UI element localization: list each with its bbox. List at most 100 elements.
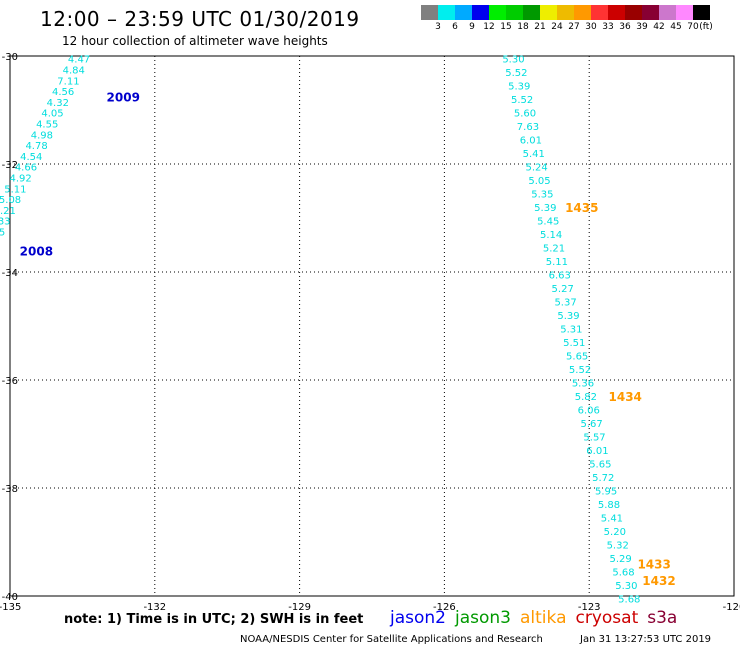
x-tick-label: -132 [143, 602, 166, 613]
wave-height-value: 4.32 [47, 98, 69, 109]
color-legend [421, 5, 710, 20]
wave-height-value: 6.01 [586, 446, 608, 457]
time-label: 2008 [20, 244, 53, 258]
wave-height-value: 5.52 [569, 365, 591, 376]
wave-height-value: 5.52 [505, 68, 527, 79]
wave-height-value: 5.08 [0, 195, 21, 206]
chart-title: 12:00 – 23:59 UTC 01/30/2019 [40, 7, 360, 31]
legend-label: (ft) [699, 22, 713, 32]
legend-swatch [506, 5, 523, 20]
legend-label: 30 [585, 22, 597, 32]
legend-label: 33 [602, 22, 614, 32]
wave-height-value: 5.39 [557, 311, 579, 322]
wave-height-value: 5.30 [502, 55, 524, 66]
legend-label: 21 [534, 22, 546, 32]
wave-height-value: 7.63 [517, 122, 539, 133]
x-tick-label: -123 [578, 602, 601, 613]
wave-height-value: 4.95 [0, 228, 5, 239]
wave-height-value: 5.41 [601, 514, 623, 525]
wave-height-value: 5.60 [514, 109, 536, 120]
wave-height-value: 5.32 [607, 541, 629, 552]
x-tick-label: -135 [0, 602, 21, 613]
wave-height-value: 6.01 [520, 136, 542, 147]
legend-swatch [438, 5, 455, 20]
legend-swatch [540, 5, 557, 20]
x-tick-label: -126 [433, 602, 456, 613]
wave-height-value: 5.27 [552, 284, 574, 295]
legend-label: 42 [653, 22, 665, 32]
wave-height-value: 5.24 [525, 163, 547, 174]
credit-text: NOAA/NESDIS Center for Satellite Applica… [240, 634, 543, 645]
time-label: 1433 [637, 558, 670, 572]
plot-frame [9, 55, 735, 597]
legend-swatch [676, 5, 693, 20]
wave-height-value: 5.37 [554, 298, 576, 309]
legend-label: 18 [517, 22, 529, 32]
y-tick-label: -34 [2, 268, 18, 279]
wave-height-value: 4.47 [68, 55, 90, 66]
footer-note: note: 1) Time is in UTC; 2) SWH is in fe… [64, 612, 364, 627]
wave-height-value: 4.66 [15, 163, 37, 174]
legend-label: 36 [619, 22, 631, 32]
chart-subtitle: 12 hour collection of altimeter wave hei… [62, 34, 328, 48]
legend-label: 15 [500, 22, 512, 32]
wave-height-value: 5.45 [537, 217, 559, 228]
wave-height-value: 4.98 [31, 130, 53, 141]
legend-label: 39 [636, 22, 648, 32]
wave-height-value: 4.92 [10, 174, 32, 185]
wave-height-value: 5.88 [598, 500, 620, 511]
wave-height-value: 4.56 [52, 87, 74, 98]
satellite-legend: jason2 jason3 altika cryosat s3a [390, 608, 686, 628]
y-tick-label: -36 [2, 376, 18, 387]
legend-label: 3 [435, 22, 441, 32]
legend-swatch [608, 5, 625, 20]
wave-height-value: 5.30 [615, 581, 637, 592]
wave-height-value: 5.95 [595, 487, 617, 498]
legend-swatch [421, 5, 438, 20]
wave-height-value: 5.65 [566, 352, 588, 363]
wave-height-value: 5.39 [534, 203, 556, 214]
wave-height-value: 5.36 [572, 379, 594, 390]
legend-label: 12 [483, 22, 495, 32]
wave-height-value: 6.63 [549, 271, 571, 282]
legend-label: 27 [568, 22, 580, 32]
time-label: 2009 [107, 91, 140, 105]
wave-height-value: 5.52 [511, 95, 533, 106]
wave-height-value: 5.29 [609, 554, 631, 565]
satellite-jason2: jason2 [390, 608, 446, 628]
wave-height-value: 5.21 [0, 206, 16, 217]
satellite-altika: altika [520, 608, 567, 628]
legend-swatch [472, 5, 489, 20]
legend-swatch [557, 5, 574, 20]
wave-height-value: 5.57 [583, 433, 605, 444]
legend-swatch [625, 5, 642, 20]
wave-height-value: 7.11 [57, 76, 79, 87]
wave-height-value: 6.06 [578, 406, 600, 417]
legend-label: 70 [687, 22, 699, 32]
time-label: 1435 [565, 201, 598, 215]
wave-height-value: 5.39 [508, 82, 530, 93]
legend-swatch [574, 5, 591, 20]
wave-height-value: 4.55 [36, 120, 58, 131]
y-tick-label: -32 [2, 160, 18, 171]
y-tick-label: -38 [2, 484, 18, 495]
wave-height-value: 5.21 [543, 244, 565, 255]
wave-height-value: 5.68 [612, 568, 634, 579]
legend-swatch [523, 5, 540, 20]
satellite-jason3: jason3 [455, 608, 511, 628]
legend-swatch [591, 5, 608, 20]
wave-height-value: 5.51 [563, 338, 585, 349]
wave-height-value: 4.05 [41, 109, 63, 120]
wave-height-value: 5.67 [581, 419, 603, 430]
wave-height-value: 5.82 [575, 392, 597, 403]
time-label: 1432 [642, 574, 675, 588]
legend-label: 24 [551, 22, 563, 32]
wave-height-value: 5.05 [528, 176, 550, 187]
legend-label: 9 [469, 22, 475, 32]
legend-swatch [693, 5, 710, 20]
time-label: 1434 [609, 390, 642, 404]
wave-height-value: 5.20 [604, 527, 626, 538]
wave-height-value: 4.84 [63, 66, 85, 77]
wave-height-value: 5.31 [560, 325, 582, 336]
